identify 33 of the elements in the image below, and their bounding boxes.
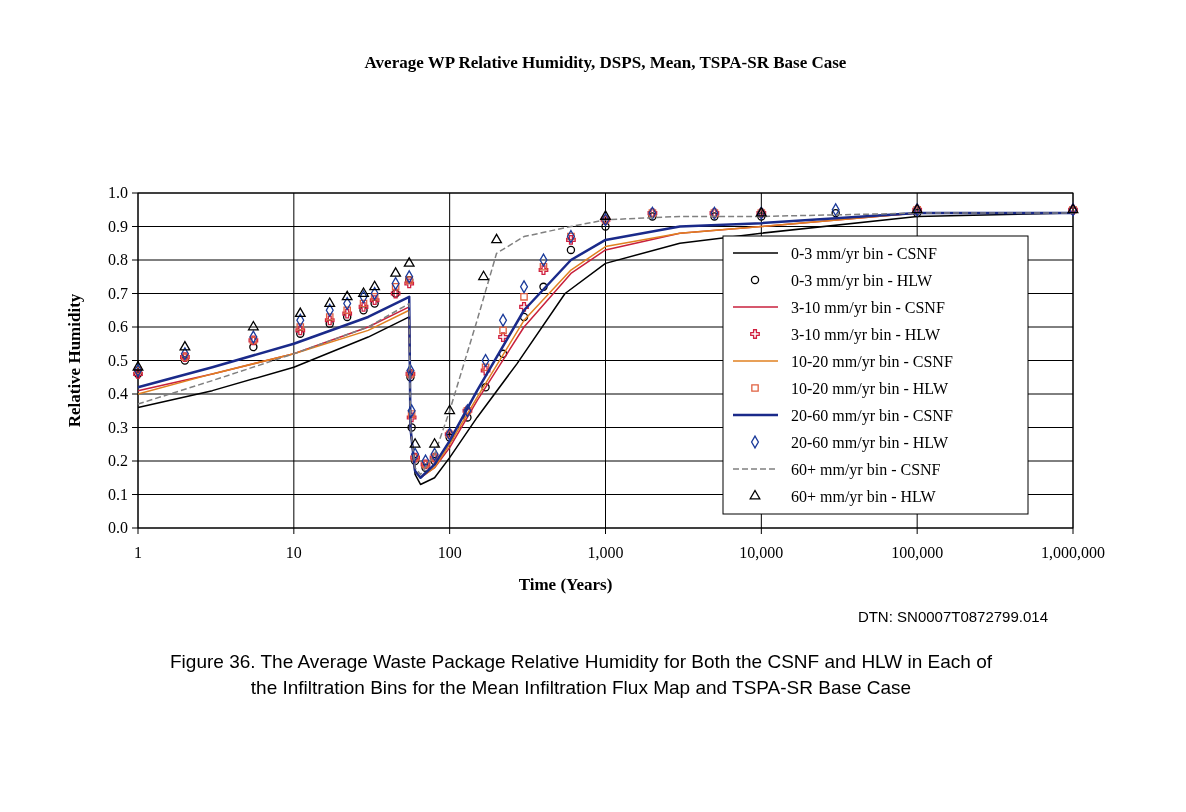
x-tick-label: 100,000 [891, 544, 944, 561]
caption: Figure 36. The Average Waste Package Relative Humidity for Both the CSNF and HLW in Each of the Infiltration Bins for the Mean Infiltration Flux Map and TSPA-SR Base Case [170, 651, 993, 698]
y-tick-label: 0.5 [108, 351, 128, 369]
x-tick-label: 1,000 [587, 544, 624, 561]
y-tick-label: 0.9 [108, 217, 128, 235]
legend-label: 0-3 mm/yr bin - HLW [791, 272, 933, 290]
y-tick-label: 0.7 [108, 284, 128, 302]
x-tick-label: 1,000,000 [1041, 544, 1105, 561]
legend-label: 60+ mm/yr bin - CSNF [791, 461, 941, 479]
legend-label: 60+ mm/yr bin - HLW [791, 488, 937, 506]
y-axis-title: Relative Humidity [65, 293, 84, 428]
x-tick-label: 10,000 [739, 544, 784, 561]
text: DTN: SN0007T0872799.014 [857, 608, 1048, 625]
y-tick-label: 0.2 [108, 452, 128, 469]
y-tick-label: 0.3 [108, 418, 128, 436]
legend-label: 3-10 mm/yr bin - CSNF [791, 299, 945, 317]
y-tick-label: 0.4 [108, 385, 128, 402]
y-tick-label: 0.0 [108, 519, 128, 536]
legend-label: 3-10 mm/yr bin - HLW [791, 326, 941, 344]
y-tick-label: 0.1 [108, 485, 128, 503]
x-axis-title: Time (Years) [518, 575, 613, 594]
chart-title: Average WP Relative Humidity, DSPS, Mean, TSPA-SR Base Case [364, 53, 847, 72]
legend-label: 10-20 mm/yr bin - HLW [791, 380, 949, 398]
legend-label: 10-20 mm/yr bin - CSNF [791, 353, 953, 371]
legend-label: 0-3 mm/yr bin - CSNF [791, 245, 937, 263]
legend-label: 20-60 mm/yr bin - CSNF [791, 407, 953, 425]
x-tick-label: 1 [134, 544, 142, 561]
x-tick-label: 100 [437, 544, 462, 561]
y-tick-label: 1.0 [108, 184, 128, 201]
y-tick-label: 0.8 [108, 251, 128, 268]
x-tick-label: 10 [285, 544, 302, 561]
legend-label: 20-60 mm/yr bin - HLW [791, 434, 949, 452]
y-tick-label: 0.6 [108, 318, 128, 335]
